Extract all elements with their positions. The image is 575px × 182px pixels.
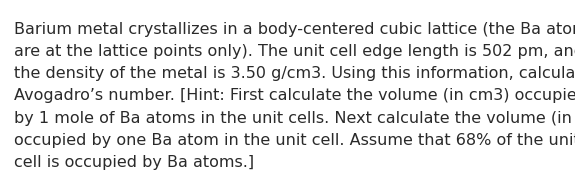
Text: Barium metal crystallizes in a body-centered cubic lattice (the Ba atoms
are at : Barium metal crystallizes in a body-cent… — [14, 22, 575, 170]
